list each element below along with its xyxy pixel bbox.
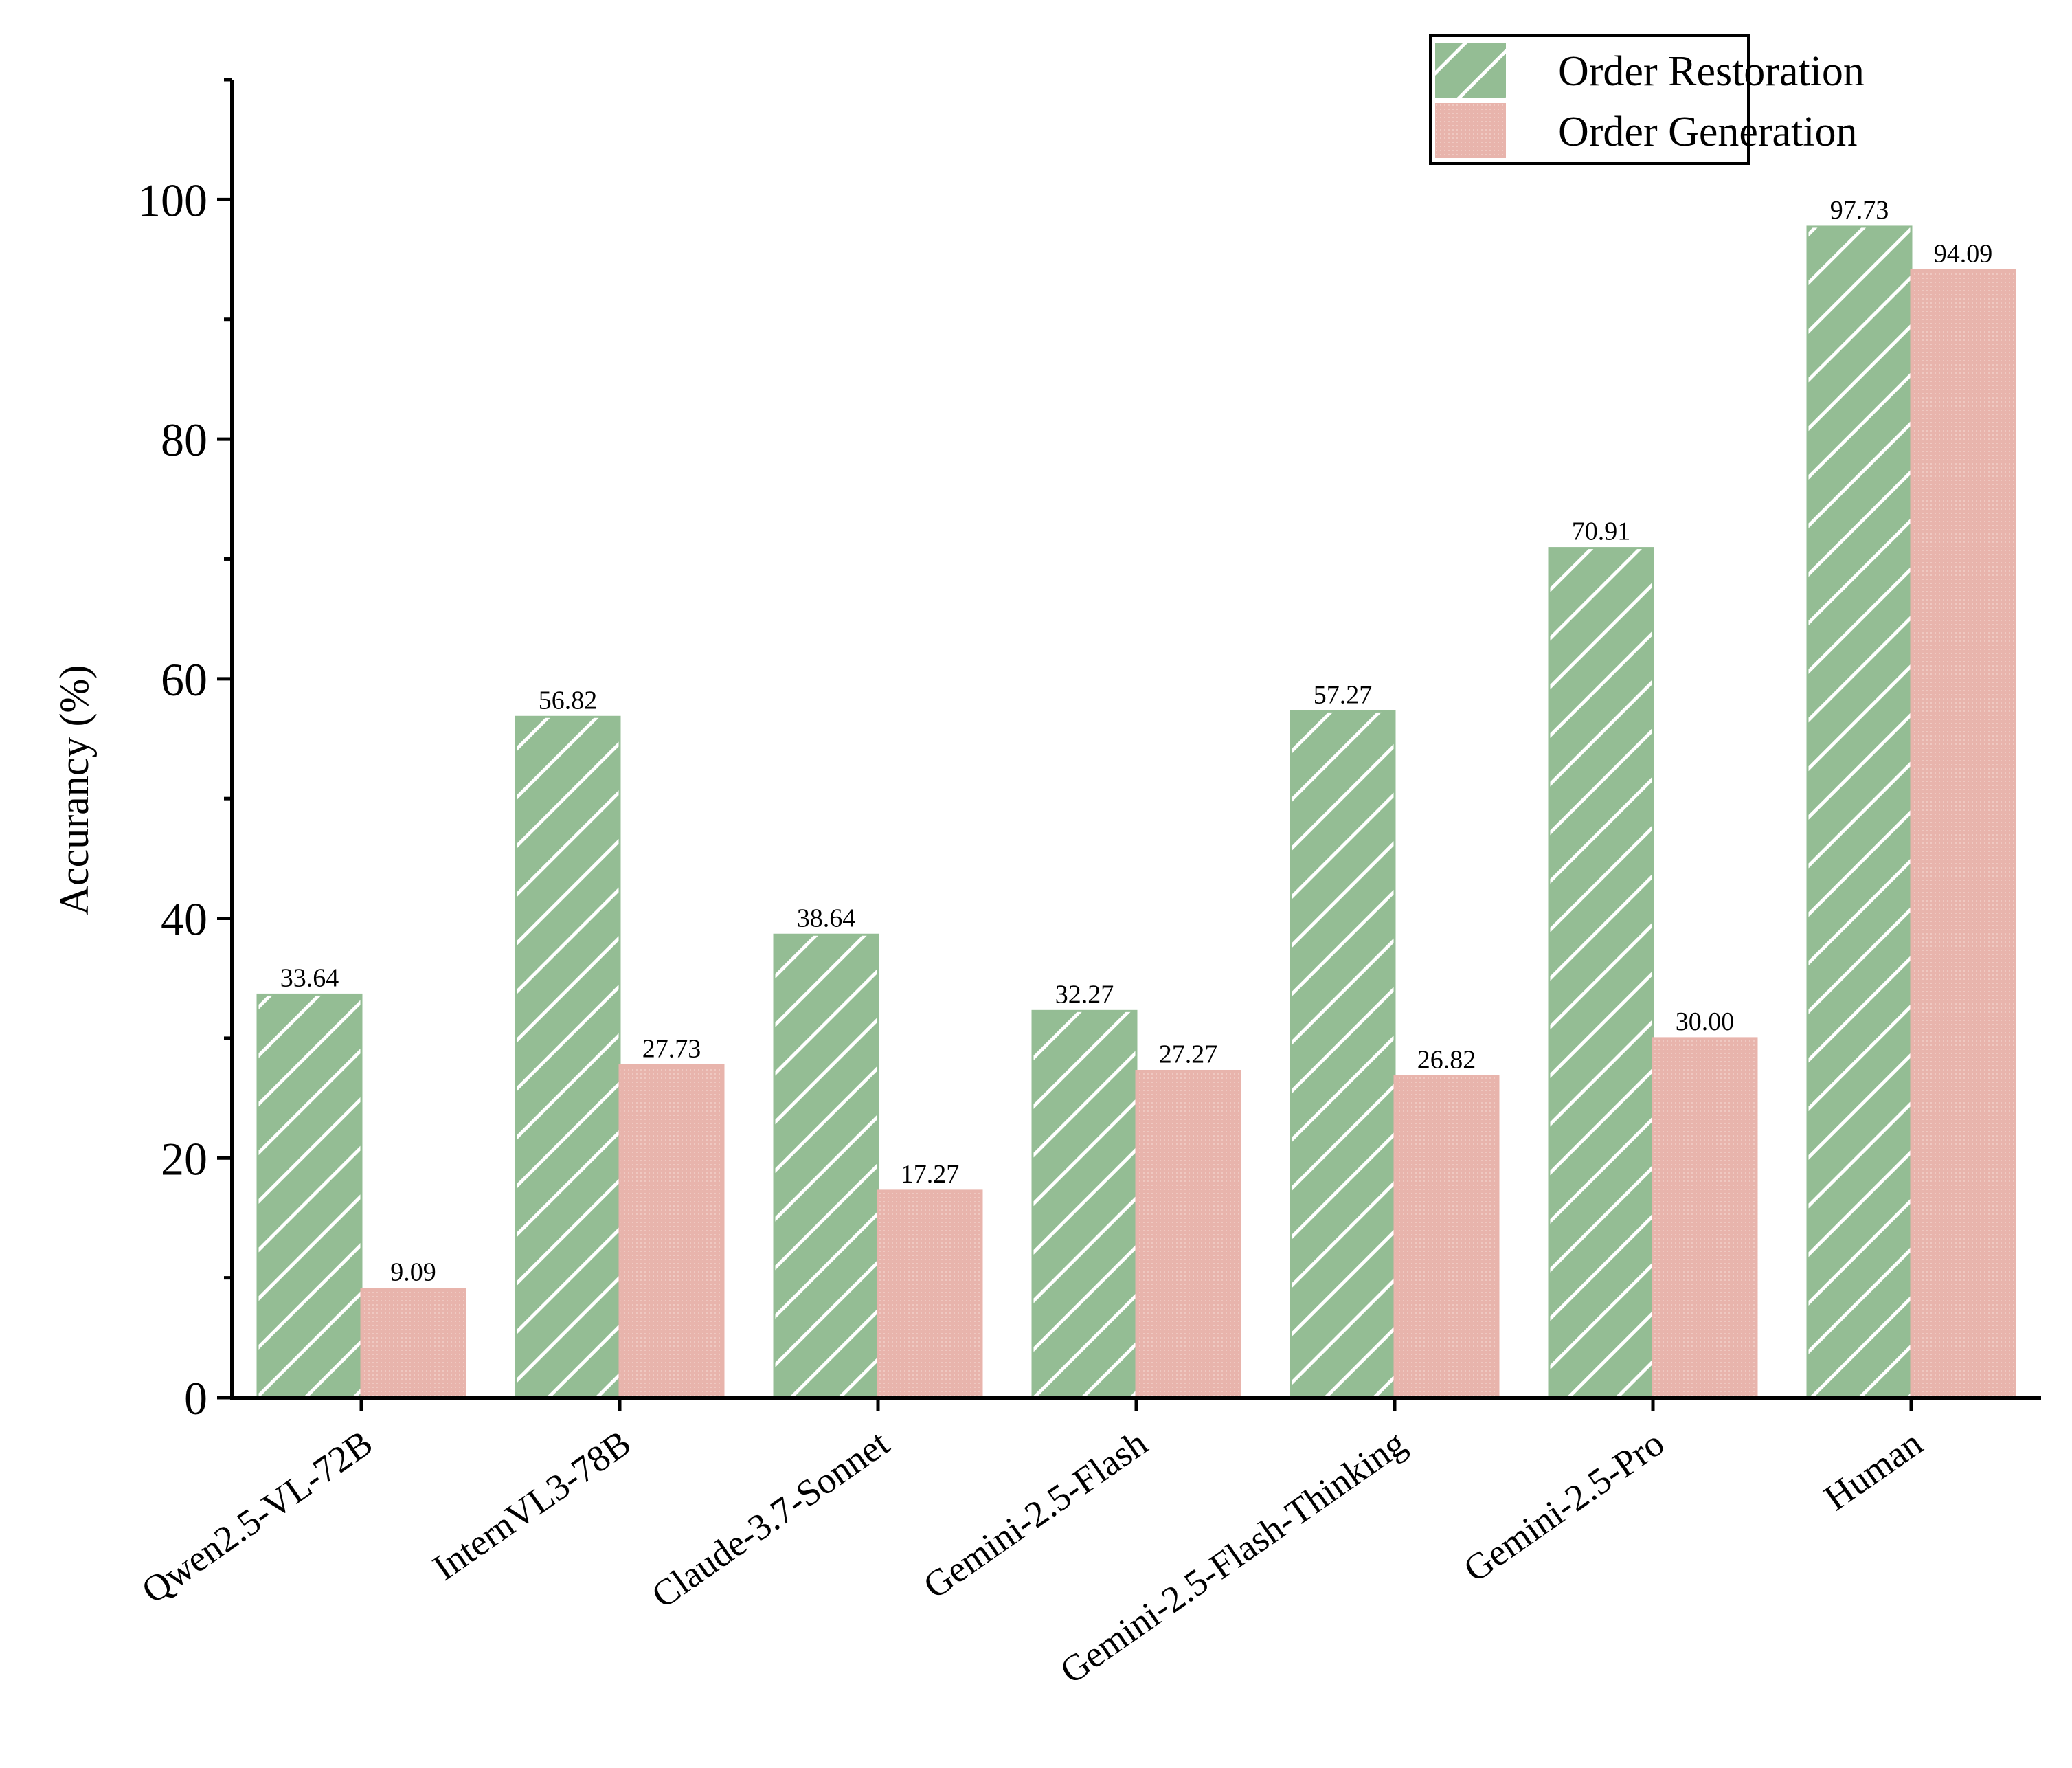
data-label: 33.64 [280,963,339,992]
legend-swatch-order-generation [1435,103,1506,158]
legend-label-order-restoration: Order Restoration [1558,48,1865,95]
data-label: 17.27 [901,1160,960,1189]
x-tick-label: InternVL3-78B [425,1422,638,1589]
y-tick-label: 100 [137,174,207,226]
data-label: 26.82 [1417,1045,1476,1074]
bar-order-restoration [256,993,363,1399]
data-label: 57.27 [1314,680,1373,709]
bar-order-restoration [515,715,621,1399]
y-tick-label: 0 [184,1372,207,1424]
x-tick-label: Gemini-2.5-Pro [1456,1422,1671,1590]
bar-order-restoration [1548,547,1654,1399]
legend: Order Restoration Order Generation [1429,34,1865,165]
bars-layer: 33.64 9.09 56.82 27.73 38.64 17.27 32.27 27.27 5… [256,196,2016,1399]
data-label: 38.64 [797,904,856,932]
data-label: 56.82 [539,686,598,715]
axes: Qwen2.5-VL-72B InternVL3-78B Claude-3.7-So… [134,78,2041,1692]
bar-order-restoration [773,933,879,1399]
x-tick-label: Claude-3.7-Sonnet [644,1422,897,1616]
legend-label-order-generation: Order Generation [1558,109,1858,155]
bar-order-generation [1393,1075,1500,1399]
data-label: 94.09 [1934,239,1993,268]
y-tick-label: 80 [161,414,207,466]
bar-order-generation [618,1064,725,1399]
x-tick-label: Qwen2.5-VL-72B [134,1422,380,1611]
bar-order-restoration [1290,710,1396,1399]
x-tick-label: Human [1816,1422,1930,1519]
bar-order-generation [1652,1037,1758,1399]
data-label: 9.09 [390,1258,436,1287]
y-tick-label: 20 [161,1132,207,1185]
data-label: 27.27 [1159,1040,1218,1069]
data-label: 97.73 [1830,196,1889,225]
bar-order-generation [1910,269,2016,1399]
bar-order-generation [360,1288,466,1399]
legend-swatch-order-restoration [1435,43,1506,98]
y-axis-label: Accurancy (%) [52,665,97,916]
data-label: 27.73 [642,1034,701,1063]
bar-order-generation [1135,1070,1241,1399]
data-label: 30.00 [1676,1007,1735,1036]
y-tick-label: 60 [161,653,207,706]
bar-order-restoration [1031,1009,1138,1399]
data-label: 32.27 [1055,980,1114,1009]
bar-order-restoration [1806,225,1913,1399]
bar-order-generation [877,1189,983,1399]
y-tick-label: 40 [161,893,207,945]
x-tick-label: Gemini-2.5-Flash [916,1422,1155,1607]
data-label: 70.91 [1572,517,1631,546]
